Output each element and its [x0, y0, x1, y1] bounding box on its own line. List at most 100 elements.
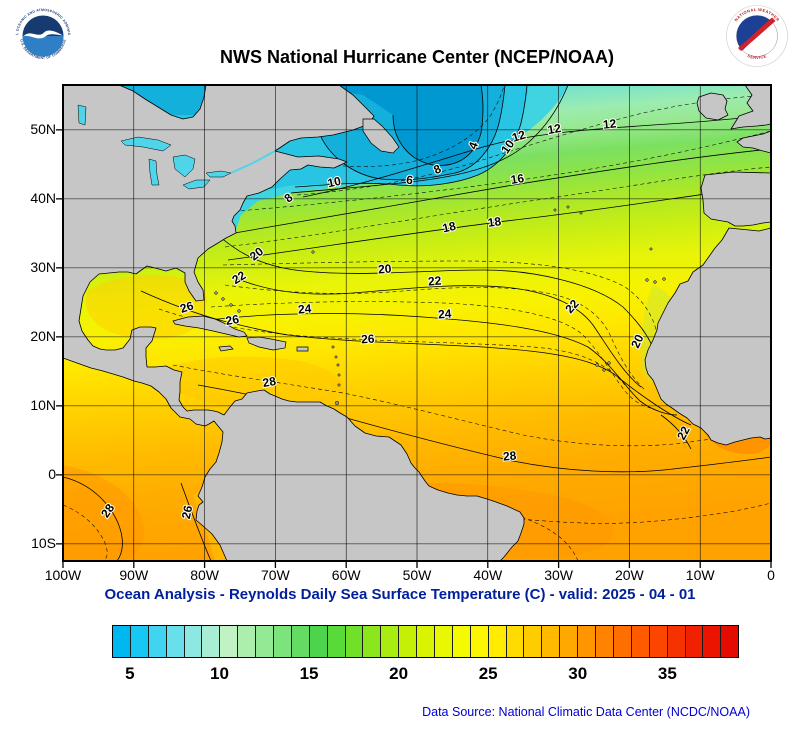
x-axis-label: 70W [260, 567, 290, 583]
colorbar-segment [202, 626, 221, 657]
colorbar-segment [631, 626, 650, 657]
colorbar-segment [703, 626, 722, 657]
noaa-logo: NATIONAL OCEANIC AND ATMOSPHERIC ADMINIS… [12, 5, 74, 67]
colorbar-tick-label: 15 [299, 664, 319, 683]
small-islands [214, 205, 666, 406]
landmasses [63, 85, 771, 561]
colorbar-segment [721, 626, 739, 657]
island-newfoundland [362, 118, 400, 154]
y-axis-label: 50N [30, 120, 56, 137]
colorbar-tick-label: 30 [568, 664, 588, 683]
contour-label: 22 [427, 273, 442, 288]
colorbar-segment [327, 626, 346, 657]
colorbar-segment [470, 626, 489, 657]
colorbar-segment [184, 626, 203, 657]
land-americas [63, 85, 525, 561]
x-axis-label: 50W [402, 567, 432, 583]
x-axis-label: 60W [331, 567, 361, 583]
land-africa [644, 227, 771, 446]
x-axis-label: 0 [767, 567, 775, 583]
x-axis-label: 30W [544, 567, 573, 583]
y-axis-label: 0 [48, 465, 56, 482]
x-axis-label: 40W [473, 567, 503, 583]
map-frame [62, 84, 772, 562]
data-source-text: Data Source: National Climatic Data Cent… [422, 705, 750, 719]
contour-label: 18 [487, 214, 502, 230]
noaa-emblem-sea [22, 36, 64, 57]
y-axis-label: 20N [30, 327, 56, 344]
contour-label: 10 [326, 174, 342, 191]
contour-label: 26 [225, 312, 241, 328]
nws-gull-icon [755, 36, 766, 42]
y-axis-label: 40N [30, 189, 56, 206]
contour-label: 12 [547, 121, 563, 137]
colorbar-scale [112, 625, 739, 658]
y-axis-label: 10S [31, 534, 56, 551]
colorbar-segment [363, 626, 382, 657]
contour-label: 28 [502, 448, 517, 463]
colorbar-segment [649, 626, 668, 657]
nws-emblem-blue [736, 15, 772, 51]
contour-label: 16 [510, 171, 526, 187]
map-caption: Ocean Analysis - Reynolds Daily Sea Surf… [104, 586, 696, 603]
noaa-gull-icon [23, 30, 63, 39]
colorbar-tick-label: 20 [389, 664, 409, 683]
island-hispaniola [246, 336, 287, 351]
colorbar-segment [166, 626, 185, 657]
land-britain [730, 85, 771, 130]
colorbar-segment [417, 626, 436, 657]
contour-label: 24 [438, 307, 453, 322]
colorbar-segment [148, 626, 167, 657]
colorbar-tick-label: 10 [210, 664, 229, 683]
contour-lines-solid [63, 85, 771, 561]
colorbar-segment [113, 626, 131, 657]
colorbar-segment [613, 626, 632, 657]
colorbar-segment [452, 626, 471, 657]
contour-label: 18 [441, 219, 457, 236]
colorbar-segment [220, 626, 239, 657]
colorbar-segment [291, 626, 310, 657]
nws-ring-text-bottom: SERVICE [747, 53, 768, 60]
colorbar-segment [685, 626, 704, 657]
contour-label: 24 [297, 301, 312, 316]
colorbar-segment [274, 626, 292, 657]
contour-label: 12 [510, 127, 527, 145]
x-axis-label: 10W [685, 567, 715, 583]
colorbar-segment [130, 626, 149, 657]
colorbar-segment [381, 626, 400, 657]
x-axis-label: 20W [614, 567, 644, 583]
y-axis-label: 10N [30, 396, 56, 413]
contour-label: 26 [179, 504, 196, 520]
land-ireland [696, 92, 729, 121]
contour-label: 26 [361, 332, 375, 347]
x-axis-label: 80W [190, 567, 219, 583]
contour-label: 12 [602, 116, 617, 131]
colorbar-segment [345, 626, 364, 657]
colorbar-segment [506, 626, 525, 657]
colorbar-segment [667, 626, 686, 657]
y-axis-label: 30N [30, 258, 56, 275]
colorbar-segment [256, 626, 275, 657]
nws-logo: NATIONAL WEATHER SERVICE [726, 5, 788, 67]
colorbar-segment [578, 626, 597, 657]
contour-label: 26 [178, 298, 195, 316]
colorbar-segment [399, 626, 418, 657]
nws-emblem-swoosh [738, 17, 776, 51]
colorbar-segment [596, 626, 614, 657]
colorbar-tick-label: 35 [657, 664, 677, 683]
colorbar-segment [238, 626, 257, 657]
island-cuba [172, 315, 248, 338]
island-jamaica [218, 345, 234, 352]
colorbar-segment [542, 626, 561, 657]
land-france [736, 130, 771, 154]
colorbar-segment [435, 626, 453, 657]
colorbar-segment [488, 626, 507, 657]
colorbar-segment [524, 626, 543, 657]
colorbar-tick-label: 5 [125, 664, 135, 683]
page-title: NWS National Hurricane Center (NCEP/NOAA… [219, 47, 615, 67]
colorbar-segment [309, 626, 328, 657]
island-puerto-rico [296, 346, 309, 352]
colorbar-tick-label: 25 [478, 664, 498, 683]
